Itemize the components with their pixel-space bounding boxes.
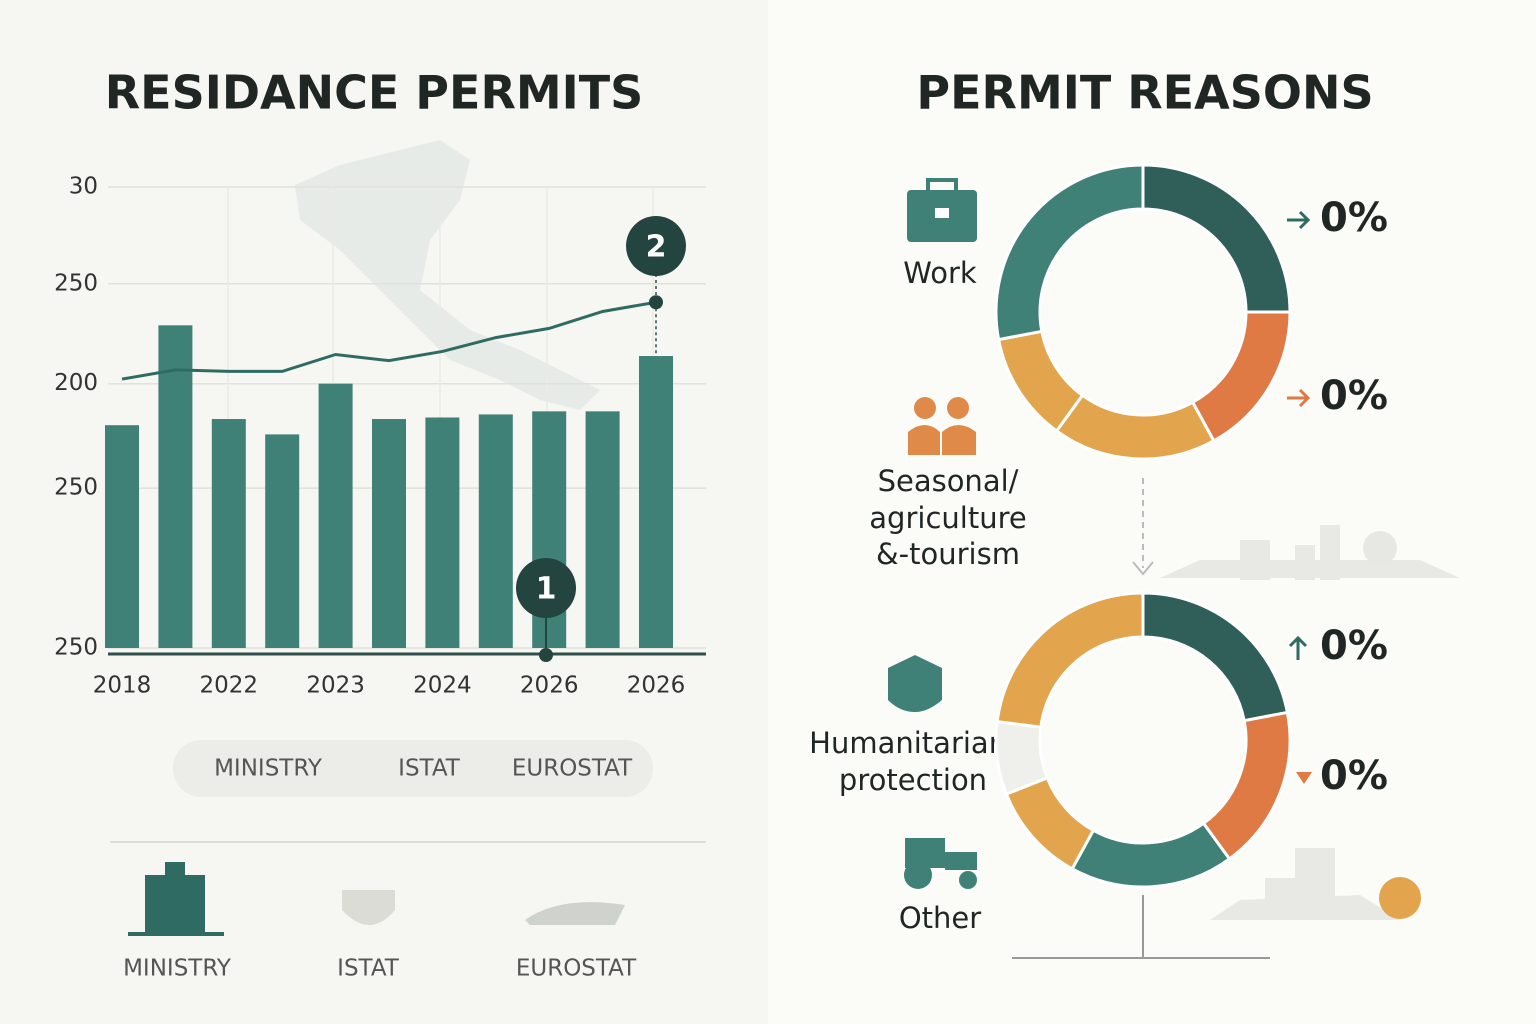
bar bbox=[211, 419, 246, 648]
legend-pill bbox=[173, 740, 653, 797]
ministry-icon bbox=[128, 862, 224, 936]
annotation-label: 1 bbox=[536, 572, 557, 607]
category-label: Seasonal/ bbox=[878, 464, 1019, 498]
category-label: Other bbox=[899, 901, 981, 935]
source-label: MINISTRY bbox=[123, 956, 232, 982]
callout-arrow bbox=[1287, 210, 1311, 230]
bar bbox=[318, 383, 353, 648]
legend-label: ISTAT bbox=[398, 756, 461, 782]
callout-label: 0% bbox=[1320, 195, 1388, 241]
y-tick-label: 250 bbox=[54, 635, 98, 661]
trend-line bbox=[121, 300, 657, 381]
bar bbox=[158, 325, 193, 648]
source-label: ISTAT bbox=[337, 956, 400, 982]
donut-segment bbox=[994, 163, 1145, 342]
y-tick-label: 250 bbox=[54, 270, 98, 296]
work-icon bbox=[907, 178, 977, 242]
category-label: &-tourism bbox=[876, 537, 1020, 571]
callout-label: 0% bbox=[1320, 623, 1388, 669]
coin bbox=[1363, 531, 1397, 565]
callout-label: 0% bbox=[1320, 753, 1388, 799]
bar bbox=[265, 434, 300, 648]
eurostat-icon bbox=[525, 902, 625, 925]
annotation-badge bbox=[626, 216, 686, 276]
connector-head bbox=[1132, 561, 1154, 576]
skyline bbox=[1160, 525, 1460, 920]
coin bbox=[1379, 877, 1421, 919]
chart-title: RESIDANCE PERMITS bbox=[105, 66, 644, 120]
map-silhouette bbox=[295, 140, 600, 410]
donut-segment bbox=[995, 591, 1145, 729]
callout-arrow bbox=[1296, 772, 1312, 784]
x-tick-label: 2024 bbox=[413, 673, 472, 699]
callout-arrow bbox=[1288, 635, 1308, 660]
y-tick-label: 200 bbox=[54, 370, 98, 396]
bar bbox=[585, 411, 620, 648]
bar bbox=[639, 356, 673, 648]
callout-arrow bbox=[1287, 388, 1311, 408]
bar bbox=[478, 414, 513, 648]
category-label: Humanitarian/ bbox=[809, 726, 1017, 760]
y-tick-label: 30 bbox=[69, 174, 98, 200]
x-tick-label: 2023 bbox=[306, 673, 365, 699]
bar bbox=[105, 425, 139, 648]
chart-title: PERMIT REASONS bbox=[916, 66, 1373, 120]
x-tick-label: 2018 bbox=[93, 673, 152, 699]
callout-label: 0% bbox=[1320, 373, 1388, 419]
source-label: EUROSTAT bbox=[516, 956, 637, 982]
category-label: Work bbox=[903, 256, 977, 290]
people-icon bbox=[908, 397, 976, 455]
annotation-dot bbox=[539, 648, 553, 662]
category-label: agriculture bbox=[869, 501, 1026, 535]
category-label: protection bbox=[839, 763, 987, 797]
shield-icon bbox=[888, 655, 942, 712]
annotation-dot bbox=[649, 295, 663, 310]
x-tick-label: 2022 bbox=[200, 673, 259, 699]
y-tick-label: 250 bbox=[54, 475, 98, 501]
bar bbox=[425, 417, 460, 648]
annotation-badge bbox=[516, 558, 576, 618]
bar bbox=[372, 419, 406, 648]
istat-icon bbox=[342, 890, 395, 925]
legend-label: MINISTRY bbox=[214, 756, 323, 782]
tractor-icon bbox=[904, 838, 977, 889]
annotation-label: 2 bbox=[646, 230, 667, 265]
x-tick-label: 2026 bbox=[520, 673, 579, 699]
x-tick-label: 2026 bbox=[627, 673, 686, 699]
legend-label: EUROSTAT bbox=[512, 756, 633, 782]
